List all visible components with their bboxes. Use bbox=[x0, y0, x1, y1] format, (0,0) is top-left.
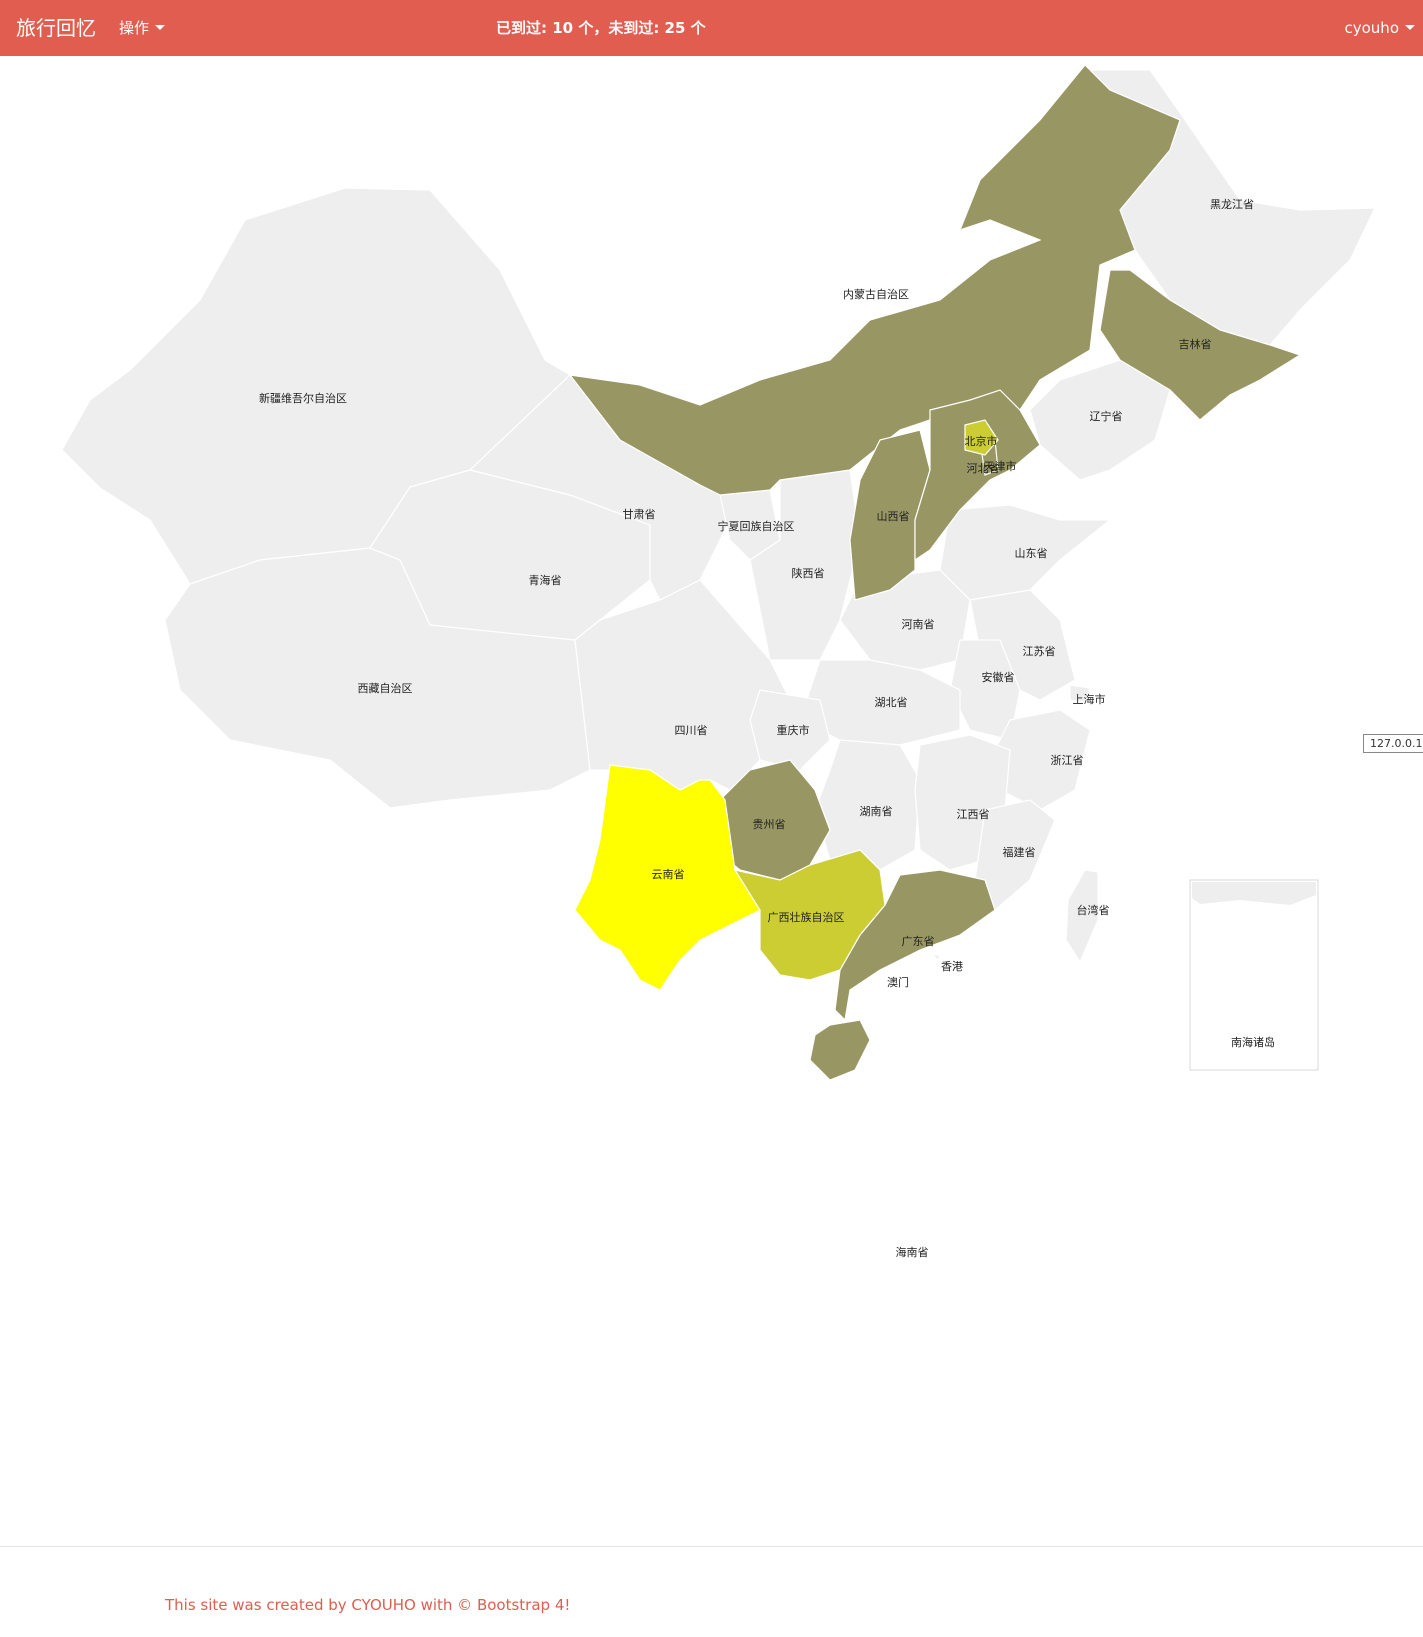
label-tianjin: 天津市 bbox=[984, 459, 1017, 473]
label-hongkong: 香港 bbox=[941, 960, 963, 973]
top-navbar: 旅行回忆 操作 已到过: 10 个，未到过: 25 个 cyouho bbox=[0, 0, 1423, 56]
label-hainan: 海南省 bbox=[896, 1245, 929, 1259]
label-jiangsu: 江苏省 bbox=[1023, 645, 1056, 658]
province-neimenggu[interactable] bbox=[568, 64, 1181, 496]
label-heilongjiang: 黑龙江省 bbox=[1210, 198, 1254, 211]
label-ningxia: 宁夏回族自治区 bbox=[718, 519, 795, 533]
china-map: 新疆维吾尔自治区 西藏自治区 青海省 甘肃省 内蒙古自治区 黑龙江省 吉林省 辽… bbox=[0, 56, 1423, 1546]
label-hubei: 湖北省 bbox=[875, 696, 908, 709]
province-beijing[interactable] bbox=[964, 419, 999, 456]
label-sichuan: 四川省 bbox=[675, 724, 708, 737]
label-shanghai: 上海市 bbox=[1073, 692, 1106, 706]
brand-link[interactable]: 旅行回忆 bbox=[16, 16, 96, 40]
chevron-down-icon bbox=[155, 25, 166, 30]
map-tooltip: 127.0.0.1 bbox=[1363, 734, 1423, 753]
south-china-sea-inset bbox=[1189, 879, 1319, 1071]
label-hebei: 河北省 bbox=[967, 462, 1000, 475]
actions-dropdown-label: 操作 bbox=[119, 19, 150, 37]
footer-credit: This site was created by CYOUHO with © B… bbox=[165, 1596, 571, 1614]
province-hebei[interactable] bbox=[914, 389, 1041, 562]
province-jilin[interactable] bbox=[1099, 269, 1302, 421]
user-dropdown[interactable]: cyouho bbox=[1344, 18, 1415, 38]
province-hongkong[interactable] bbox=[930, 954, 941, 961]
label-shaanxi: 陕西省 bbox=[792, 566, 825, 580]
chevron-down-icon bbox=[1405, 25, 1415, 30]
province-shanxi[interactable] bbox=[849, 429, 931, 601]
label-guangdong: 广东省 bbox=[902, 935, 935, 948]
label-henan: 河南省 bbox=[902, 618, 935, 631]
label-hunan: 湖南省 bbox=[860, 805, 893, 818]
visit-stats: 已到过: 10 个，未到过: 25 个 bbox=[496, 19, 706, 37]
province-shanghai[interactable] bbox=[1069, 684, 1091, 703]
label-guangxi: 广西壮族自治区 bbox=[768, 910, 845, 924]
province-shaanxi[interactable] bbox=[749, 469, 861, 661]
label-macau: 澳门 bbox=[887, 975, 909, 989]
label-yunnan: 云南省 bbox=[652, 868, 685, 881]
label-taiwan: 台湾省 bbox=[1077, 903, 1110, 917]
province-hainan[interactable] bbox=[809, 1019, 871, 1081]
province-chongqing[interactable] bbox=[749, 689, 831, 771]
label-qinghai: 青海省 bbox=[529, 573, 562, 587]
label-beijing: 北京市 bbox=[965, 434, 998, 448]
label-shandong: 山东省 bbox=[1015, 547, 1048, 560]
province-yunnan[interactable] bbox=[574, 764, 761, 991]
label-neimenggu: 内蒙古自治区 bbox=[843, 287, 909, 301]
label-nanhai: 南海诸岛 bbox=[1231, 1035, 1275, 1049]
label-gansu: 甘肃省 bbox=[623, 508, 656, 521]
label-jilin: 吉林省 bbox=[1179, 337, 1212, 351]
province-taiwan[interactable] bbox=[1065, 869, 1099, 964]
province-guangxi[interactable] bbox=[733, 849, 886, 981]
label-xizang: 西藏自治区 bbox=[358, 681, 413, 695]
inset-land bbox=[1192, 882, 1316, 905]
user-name: cyouho bbox=[1344, 19, 1400, 37]
map-svg: 新疆维吾尔自治区 西藏自治区 青海省 甘肃省 内蒙古自治区 黑龙江省 吉林省 辽… bbox=[61, 64, 1376, 1259]
actions-dropdown[interactable]: 操作 bbox=[119, 18, 166, 38]
label-jiangxi: 江西省 bbox=[957, 808, 990, 821]
label-zhejiang: 浙江省 bbox=[1051, 754, 1084, 767]
label-xinjiang: 新疆维吾尔自治区 bbox=[259, 391, 347, 405]
label-shanxi: 山西省 bbox=[877, 510, 910, 523]
footer-divider bbox=[0, 1546, 1423, 1547]
label-chongqing: 重庆市 bbox=[777, 723, 810, 737]
label-liaoning: 辽宁省 bbox=[1090, 409, 1123, 423]
label-guizhou: 贵州省 bbox=[753, 818, 786, 831]
label-fujian: 福建省 bbox=[1003, 845, 1036, 859]
label-anhui: 安徽省 bbox=[982, 670, 1015, 684]
